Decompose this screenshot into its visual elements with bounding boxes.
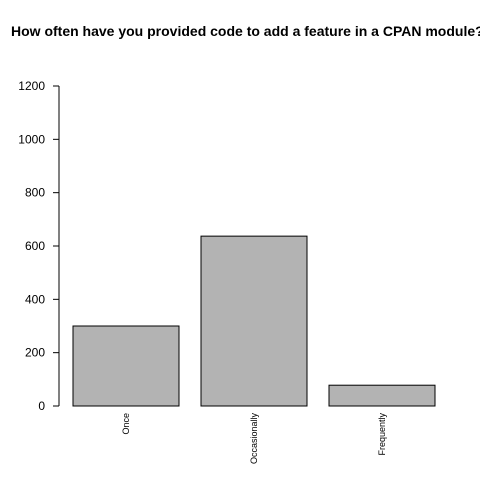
y-tick-label: 200 (25, 346, 45, 360)
category-label: Once (121, 413, 131, 435)
category-label: Frequently (377, 413, 387, 456)
chart-title: How often have you provided code to add … (11, 23, 480, 39)
bar-occasionally (200, 235, 308, 407)
y-tick-label: 0 (38, 399, 45, 413)
category-label: Occasionally (249, 413, 259, 465)
y-axis-ticks: 0 200 400 600 800 1000 1200 (18, 79, 59, 413)
bars (72, 235, 436, 407)
category-labels: Once Occasionally Frequently (121, 413, 387, 465)
bar-frequently (328, 384, 436, 407)
y-tick-label: 400 (25, 292, 45, 306)
y-tick-label: 1200 (18, 79, 45, 93)
y-tick-label: 1000 (18, 132, 45, 146)
bar-once (72, 325, 180, 407)
y-tick-label: 600 (25, 239, 45, 253)
y-tick-label: 800 (25, 186, 45, 200)
